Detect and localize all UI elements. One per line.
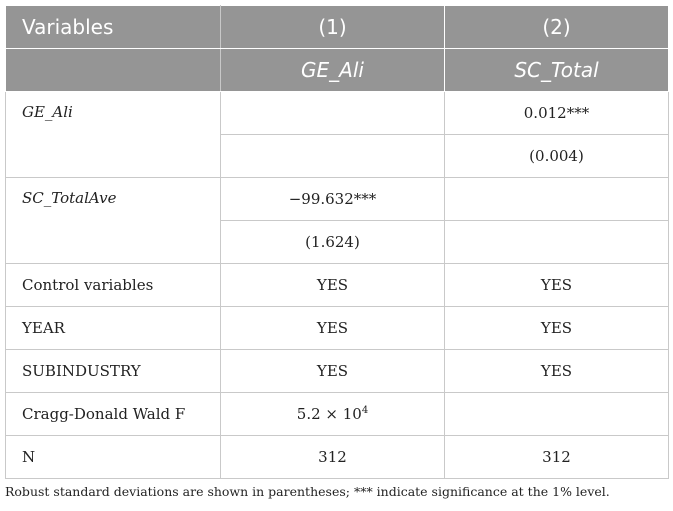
header-col2-number: (2): [444, 5, 669, 49]
cell-cragg-c2: [444, 392, 669, 436]
cell-control-c2: YES: [444, 263, 669, 307]
row-label-sc-totalave: SC_TotalAve: [5, 177, 221, 264]
table-row: N 312 312: [5, 435, 669, 479]
header-row-1: Variables (1) (2): [5, 5, 669, 49]
cell-control-c1: YES: [220, 263, 445, 307]
row-label-ge-ali: GE_Ali: [5, 91, 221, 178]
table-row: SC_TotalAve −99.632***: [5, 177, 669, 264]
header-col1-number: (1): [220, 5, 445, 49]
header-col2-dependent: SC_Total: [444, 48, 669, 92]
cell-n-c2: 312: [444, 435, 669, 479]
cell-subindustry-c2: YES: [444, 349, 669, 393]
cell-ge-ali-c1-coef: [220, 91, 445, 135]
cell-cragg-c1: 5.2 × 104: [220, 392, 445, 436]
header-blank: [5, 48, 221, 92]
cell-ge-ali-c2-coef: 0.012***: [444, 91, 669, 135]
cell-sc-totalave-c2-coef: [444, 177, 669, 221]
header-variables: Variables: [5, 5, 221, 49]
cragg-base: 5.2 × 10: [296, 405, 362, 423]
table-footnote: Robust standard deviations are shown in …: [5, 484, 610, 499]
table-row: Cragg-Donald Wald F 5.2 × 104: [5, 392, 669, 436]
cell-sc-totalave-c1-coef: −99.632***: [220, 177, 445, 221]
table-row: Control variables YES YES: [5, 263, 669, 307]
row-label-control: Control variables: [5, 263, 221, 307]
cell-n-c1: 312: [220, 435, 445, 479]
cell-ge-ali-c2-se: (0.004): [444, 134, 669, 178]
cell-subindustry-c1: YES: [220, 349, 445, 393]
row-label-year: YEAR: [5, 306, 221, 350]
table-row: YEAR YES YES: [5, 306, 669, 350]
cell-ge-ali-c1-se: [220, 134, 445, 178]
regression-table: Variables (1) (2) GE_Ali SC_Total GE_Ali…: [5, 5, 669, 479]
cell-sc-totalave-c2-se: [444, 220, 669, 264]
cell-sc-totalave-c1-se: (1.624): [220, 220, 445, 264]
table-row: GE_Ali 0.012***: [5, 91, 669, 178]
cragg-exponent: 4: [361, 405, 369, 416]
row-label-cragg: Cragg-Donald Wald F: [5, 392, 221, 436]
header-col1-dependent: GE_Ali: [220, 48, 445, 92]
header-row-2: GE_Ali SC_Total: [5, 48, 669, 92]
regression-table-container: Variables (1) (2) GE_Ali SC_Total GE_Ali…: [5, 5, 669, 479]
row-label-subindustry: SUBINDUSTRY: [5, 349, 221, 393]
cell-year-c1: YES: [220, 306, 445, 350]
cell-year-c2: YES: [444, 306, 669, 350]
table-row: SUBINDUSTRY YES YES: [5, 349, 669, 393]
row-label-n: N: [5, 435, 221, 479]
